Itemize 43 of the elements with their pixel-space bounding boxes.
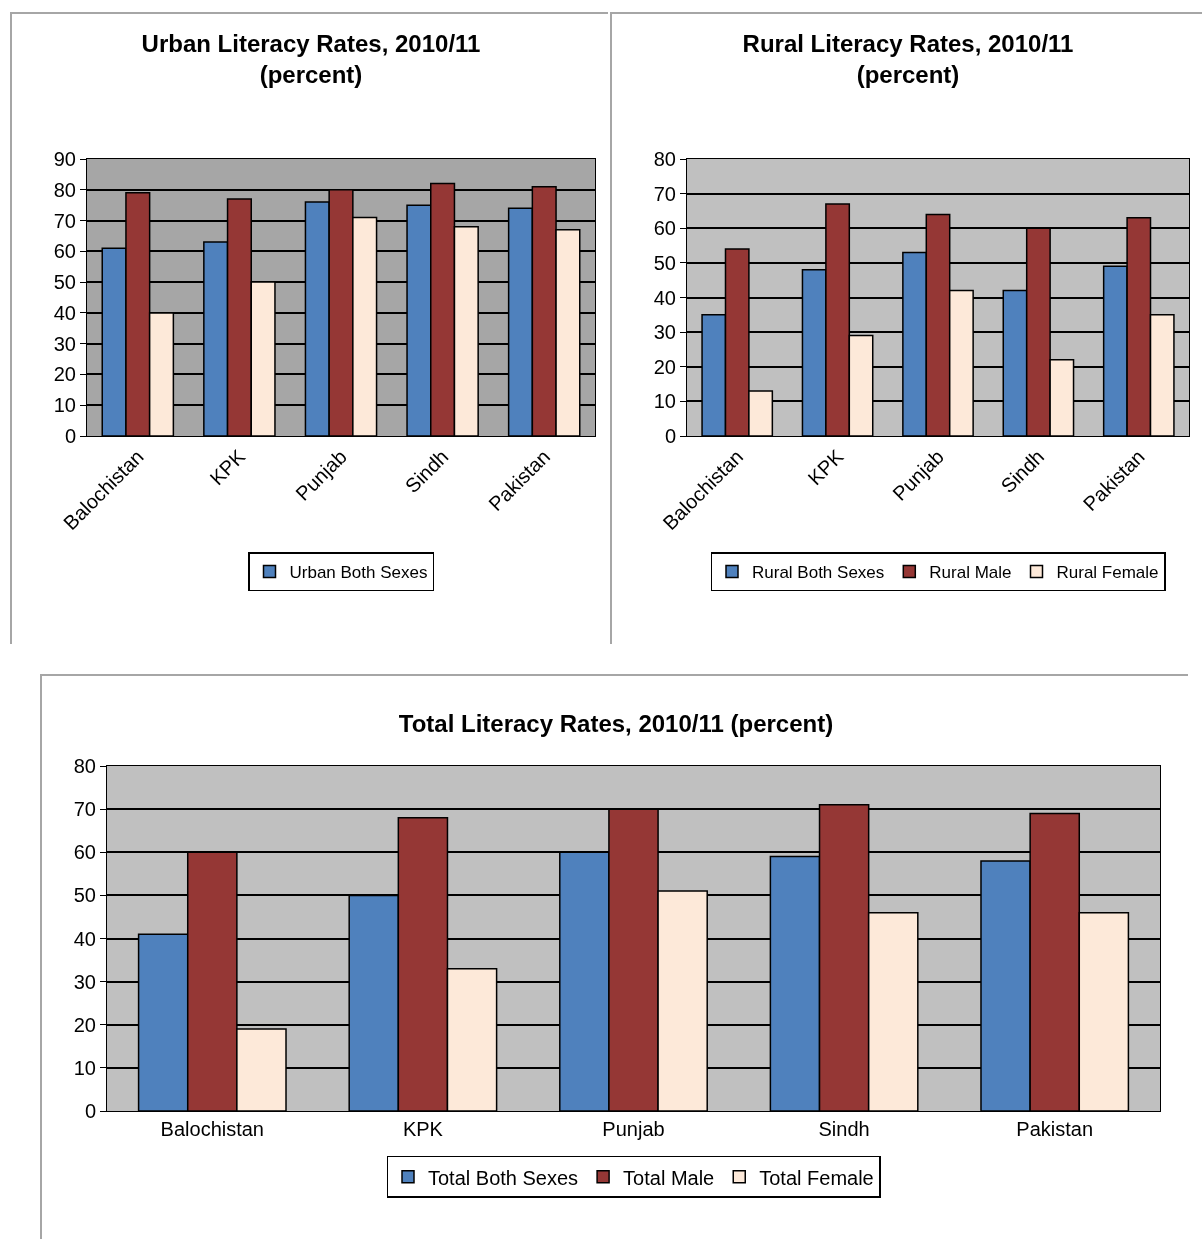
legend-label: Rural Male — [929, 563, 1012, 583]
y-tick-label: 10 — [73, 1056, 96, 1079]
x-tick-label: Punjab — [602, 1118, 665, 1140]
y-tick-label: 0 — [664, 425, 676, 447]
y-tick-label: 90 — [53, 148, 76, 170]
y-tick-label: 50 — [73, 884, 96, 907]
y-tick-label: 30 — [53, 332, 76, 355]
y-tick-label: 20 — [73, 1013, 96, 1036]
y-tick-label: 30 — [653, 321, 676, 344]
x-tick-label: Pakistan — [1016, 1118, 1094, 1140]
legend-label: Rural Both Sexes — [752, 563, 885, 583]
y-tick-label: 70 — [653, 182, 676, 205]
y-tick-label: 0 — [64, 425, 76, 447]
y-tick-label: 60 — [653, 217, 676, 240]
y-tick-label: 60 — [53, 240, 76, 263]
legend-label: Total Male — [623, 1166, 715, 1189]
y-tick-label: 80 — [73, 755, 96, 777]
x-tick-label: KPK — [402, 1118, 444, 1140]
legend-label: Total Both Sexes — [428, 1166, 579, 1189]
y-tick-label: 50 — [53, 271, 76, 294]
y-tick-label: 60 — [73, 841, 96, 864]
y-tick-label: 10 — [653, 390, 676, 413]
chart-title: Urban Literacy Rates, 2010/11 (percent) — [141, 29, 481, 89]
y-tick-label: 20 — [53, 363, 76, 386]
y-tick-label: 30 — [73, 970, 96, 993]
y-tick-label: 10 — [53, 394, 76, 417]
chart-title: Total Literacy Rates, 2010/11 (percent) — [398, 710, 834, 738]
x-tick-label: Balochistan — [160, 1118, 264, 1140]
legend-label: Rural Female — [1056, 563, 1159, 583]
y-tick-label: 40 — [73, 927, 96, 950]
legend-label: Urban Both Sexes — [289, 563, 428, 583]
y-tick-label: 70 — [73, 798, 96, 821]
x-tick-label: Sindh — [818, 1118, 870, 1140]
y-tick-label: 80 — [53, 178, 76, 201]
y-tick-label: 0 — [84, 1100, 96, 1122]
y-tick-label: 70 — [53, 209, 76, 232]
y-tick-label: 50 — [653, 251, 676, 274]
y-tick-label: 20 — [653, 355, 676, 378]
chart-title: Rural Literacy Rates, 2010/11 (percent) — [742, 29, 1074, 89]
y-tick-label: 40 — [653, 286, 676, 309]
y-tick-label: 80 — [653, 148, 676, 170]
y-tick-label: 40 — [53, 301, 76, 324]
legend-label: Total Female — [759, 1166, 874, 1189]
